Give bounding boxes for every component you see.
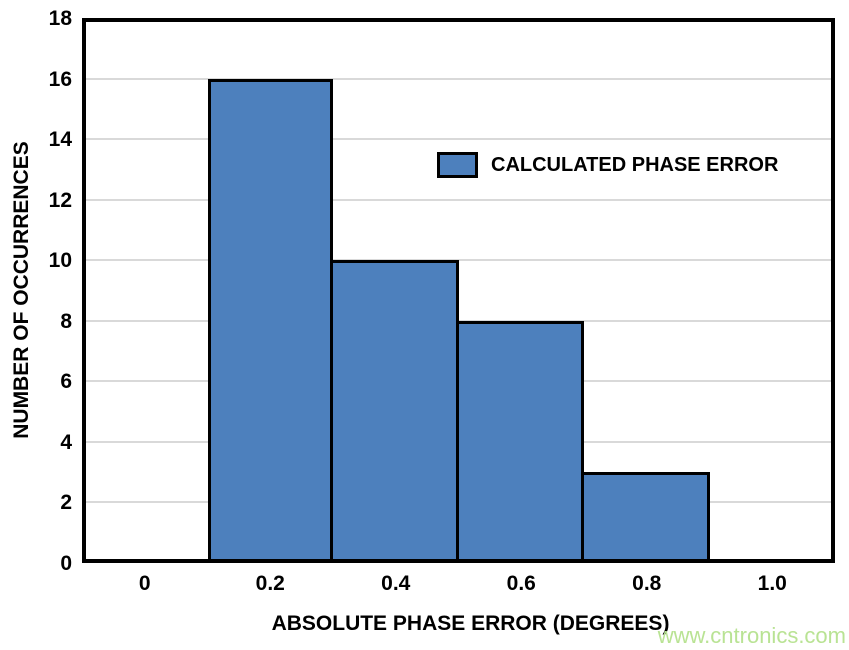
gridline [86, 77, 831, 80]
y-tick-label: 6 [60, 370, 72, 394]
y-tick-label: 16 [48, 67, 72, 91]
histogram-bar [581, 472, 710, 559]
plot-area: CALCULATED PHASE ERROR [82, 18, 835, 563]
y-tick-label: 4 [60, 430, 72, 454]
x-tick-label: 0.8 [632, 572, 662, 595]
y-tick-label: 14 [48, 128, 72, 152]
y-tick-label: 8 [60, 309, 72, 333]
y-axis-title: NUMBER OF OCCURRENCES [10, 141, 33, 439]
histogram-bar [330, 260, 459, 559]
gridline [86, 259, 831, 262]
x-tick-label: 0.6 [506, 572, 536, 595]
y-tick-label: 18 [48, 7, 72, 30]
histogram-bar [207, 78, 333, 559]
watermark: www.cntronics.com [657, 623, 846, 648]
y-tick-label: 0 [60, 552, 72, 575]
x-tick-label: 0 [138, 572, 151, 595]
histogram-bar [455, 320, 584, 559]
y-tick-label: 10 [48, 249, 72, 273]
x-tick-label: 1.0 [757, 572, 787, 595]
y-tick-label: 12 [48, 188, 72, 212]
gridline [86, 138, 831, 141]
gridline [86, 198, 831, 201]
legend-label: CALCULATED PHASE ERROR [491, 153, 779, 176]
legend: CALCULATED PHASE ERROR [437, 152, 778, 178]
x-tick-label: 0.2 [255, 572, 285, 595]
legend-swatch-icon [437, 152, 478, 178]
x-axis-title: ABSOLUTE PHASE ERROR (DEGREES) [271, 612, 670, 635]
y-tick-label: 2 [60, 491, 72, 515]
x-tick-label: 0.4 [381, 572, 411, 595]
